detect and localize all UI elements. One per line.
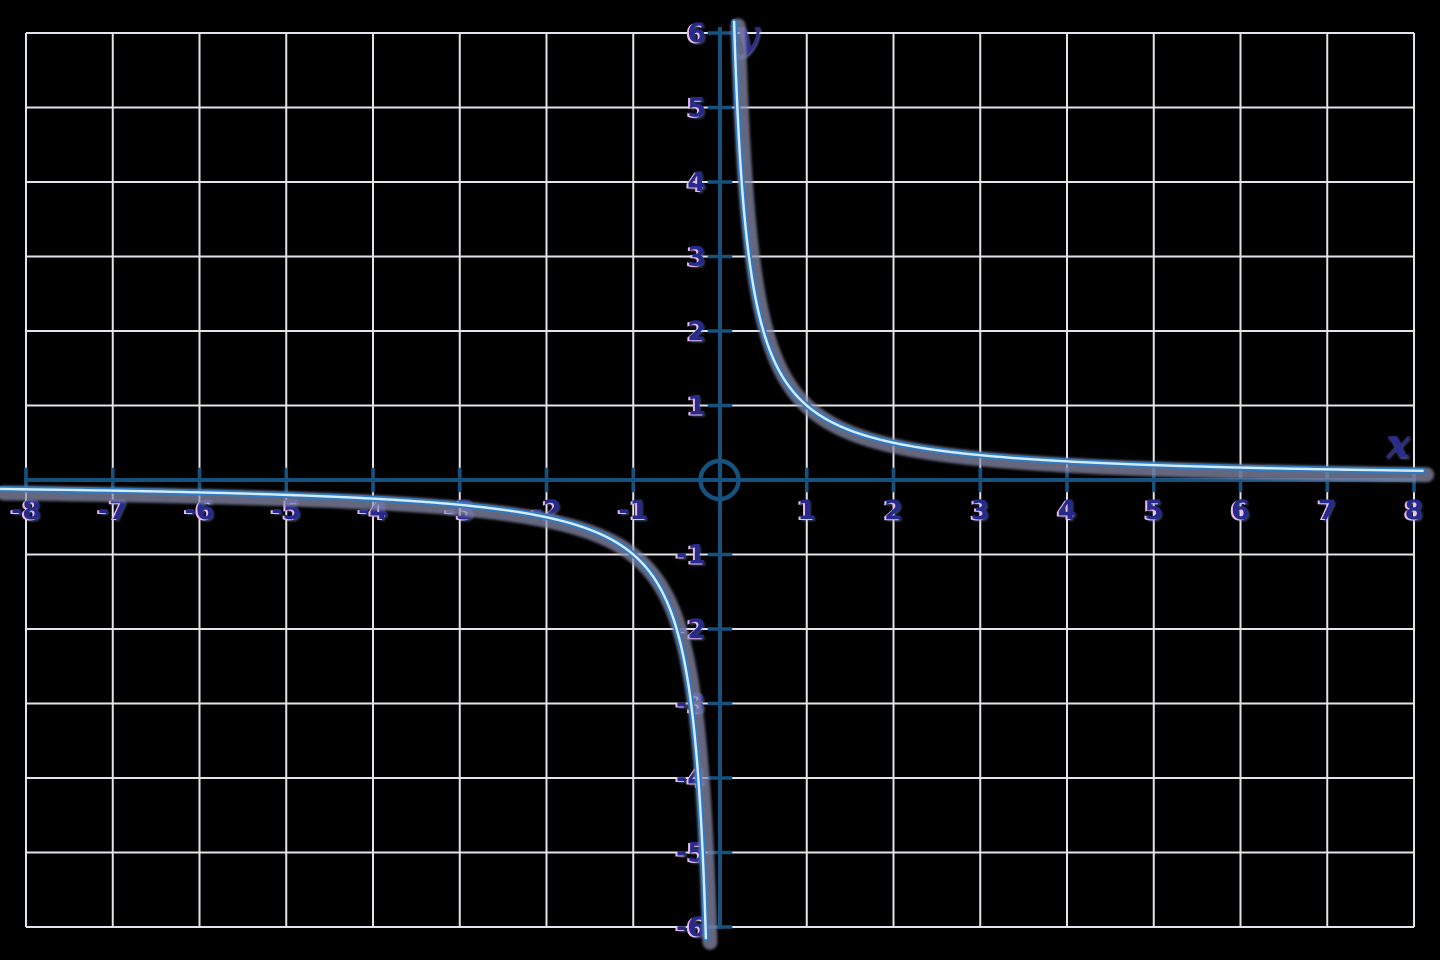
y-tick-label: 5: [687, 93, 706, 124]
x-tick-label: 6: [1231, 495, 1250, 526]
x-tick-label: -1: [618, 495, 648, 526]
positive-branch-highlight: [732, 20, 1424, 472]
positive-branch-shadow: [730, 18, 1435, 483]
x-tick-label: 3: [971, 495, 990, 526]
y-tick-label: 1: [687, 391, 706, 422]
positive-branch-line: [731, 18, 1426, 474]
x-tick-label: 5: [1144, 495, 1163, 526]
y-tick-label: 3: [687, 242, 706, 273]
negative-branch-highlight: [0, 487, 708, 940]
x-tick-label: 8: [1405, 495, 1424, 526]
x-tick-label: 7: [1318, 495, 1337, 526]
x-tick-label: 2: [884, 495, 903, 526]
y-tick-label: -1: [676, 540, 706, 571]
y-tick-label: -6: [676, 912, 706, 943]
axis-ticks: [24, 31, 1416, 929]
negative-branch-shadow: [0, 485, 718, 950]
x-tick-label: 4: [1058, 495, 1077, 526]
origin-open-circle: [698, 458, 741, 502]
y-tick-label: 6: [687, 18, 706, 49]
negative-branch-line: [0, 485, 709, 942]
y-tick-label: 4: [687, 167, 706, 198]
y-tick-label: 2: [687, 316, 706, 347]
x-tick-label: 1: [797, 495, 816, 526]
x-axis-label: x: [1385, 420, 1411, 467]
curve-y-equals-1-over-x: [0, 18, 1435, 950]
